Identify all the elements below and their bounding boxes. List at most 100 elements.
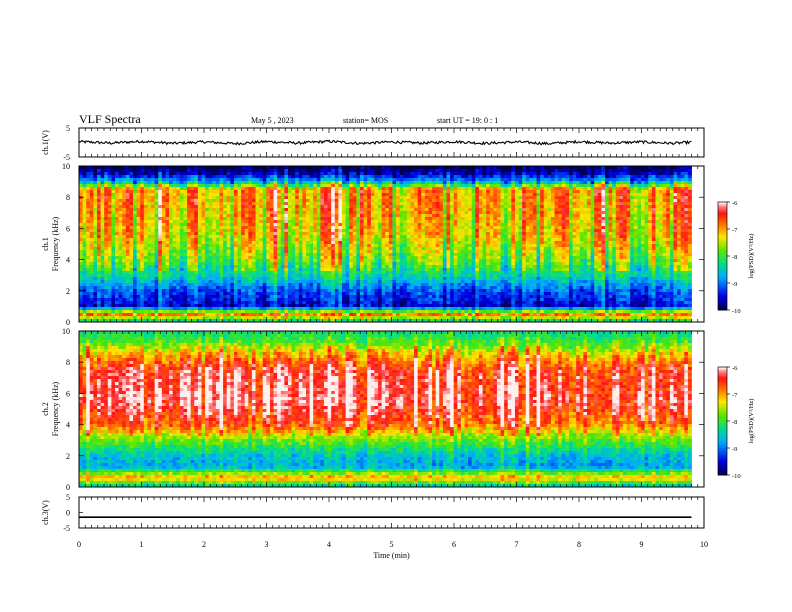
ch1-spectrogram-cell — [356, 304, 361, 308]
ch1-spectrogram-cell — [129, 253, 134, 257]
ch1-spectrogram-cell — [183, 268, 188, 272]
ch1-spectrogram-cell — [226, 196, 231, 200]
ch1-spectrogram-cell — [118, 313, 123, 317]
ch1-spectrogram-cell — [194, 268, 199, 272]
ch1-spectrogram-cell — [107, 193, 112, 197]
ch1-spectrogram-cell — [143, 247, 148, 251]
ch1-spectrogram-cell — [230, 292, 235, 296]
ch1-spectrogram-cell — [338, 310, 343, 314]
ch1-spectrogram-cell — [79, 202, 83, 206]
ch1-spectrogram-cell — [100, 196, 105, 200]
ch1-spectrogram-cell — [172, 268, 177, 272]
ch1-spectrogram-cell — [172, 244, 177, 248]
ch1-spectrogram-cell — [165, 265, 170, 269]
ch1-spectrogram-cell — [107, 172, 112, 176]
ch1-spectrogram-cell — [241, 274, 246, 278]
ch1-spectrogram-cell — [201, 241, 206, 245]
ch1-spectrogram-cell — [111, 199, 116, 203]
ch1-spectrogram-cell — [399, 310, 404, 314]
ch1-spectrogram-cell — [338, 283, 343, 287]
ch1-spectrogram-cell — [212, 196, 217, 200]
ch1-spectrogram-cell — [208, 259, 213, 263]
ch1-spectrogram-cell — [176, 169, 181, 173]
ch1-spectrogram-cell — [305, 262, 310, 266]
ch1-spectrogram-cell — [154, 259, 159, 263]
ch1-spectrogram-cell — [320, 262, 325, 266]
ch1-spectrogram-cell — [342, 202, 347, 206]
ch1-spectrogram-cell — [381, 289, 386, 293]
ch1-spectrogram-cell — [230, 301, 235, 305]
ch1-spectrogram-cell — [233, 268, 238, 272]
ch1-spectrogram-cell — [291, 274, 296, 278]
ch1-spectrogram-cell — [187, 253, 192, 257]
ch1-spectrogram-cell — [125, 223, 130, 227]
ch1-spectrogram-cell — [251, 229, 256, 233]
ch1-spectrogram-cell — [79, 220, 83, 224]
ch1-spectrogram-cell — [147, 223, 152, 227]
ch1-spectrogram-cell — [133, 172, 138, 176]
ch1-spectrogram-cell — [169, 286, 174, 290]
ch1-spectrogram-cell — [190, 238, 195, 242]
ch1-spectrogram-cell — [187, 262, 192, 266]
ch1-spectrogram-cell — [284, 319, 289, 323]
ch1-spectrogram-cell — [129, 232, 134, 236]
ch1-spectrogram-cell — [133, 181, 138, 185]
ch1-spectrogram-cell — [345, 223, 350, 227]
ch1-spectrogram-cell — [406, 211, 411, 215]
ch1-spectrogram-cell — [226, 223, 231, 227]
ch1-spectrogram-cell — [151, 187, 156, 191]
ch1-spectrogram-cell — [187, 256, 192, 260]
ch1-spectrogram-cell — [269, 199, 274, 203]
ch1-spectrogram-cell — [352, 283, 357, 287]
ch1-spectrogram-cell — [86, 283, 91, 287]
ch1-spectrogram-cell — [374, 280, 379, 284]
ch1-spectrogram-cell — [302, 190, 307, 194]
ch1-spectrogram-cell — [363, 169, 368, 173]
ch1-spectrogram-cell — [201, 310, 206, 314]
ch1-spectrogram-cell — [93, 268, 98, 272]
ch1-spectrogram-cell — [360, 250, 365, 254]
ch1-spectrogram-cell — [316, 256, 321, 260]
ch1-spectrogram-cell — [259, 316, 264, 320]
ch1-spectrogram-cell — [165, 253, 170, 257]
ch1-spectrogram-cell — [295, 301, 300, 305]
ch1-spectrogram-cell — [259, 217, 264, 221]
ch1-spectrogram-cell — [327, 187, 332, 191]
ch1-spectrogram-cell — [165, 244, 170, 248]
ch1-spectrogram-cell — [406, 190, 411, 194]
ch1-spectrogram-cell — [233, 190, 238, 194]
ch1-spectrogram-cell — [248, 166, 253, 170]
ch1-spectrogram-cell — [334, 253, 339, 257]
ch1-spectrogram-cell — [266, 244, 271, 248]
ch1-spectrogram-cell — [378, 280, 383, 284]
ch1-spectrogram-cell — [169, 220, 174, 224]
ch1-spectrogram-cell — [151, 250, 156, 254]
ch1-spectrogram-cell — [133, 253, 138, 257]
ch1-spectrogram-cell — [363, 271, 368, 275]
ch1-spectrogram-cell — [331, 172, 336, 176]
ch1-spectrogram-cell — [287, 316, 292, 320]
ch1-spectrogram-cell — [352, 181, 357, 185]
ch1-spectrogram-cell — [161, 241, 166, 245]
ch1-spectrogram-cell — [356, 238, 361, 242]
ch1-spectrogram-cell — [172, 247, 177, 251]
ch1-spectrogram-cell — [230, 172, 235, 176]
ch1-spectrogram-cell — [295, 223, 300, 227]
ch1-spectrogram-cell — [403, 286, 408, 290]
ch1-spectrogram-cell — [183, 256, 188, 260]
ch1-spectrogram-cell — [122, 247, 127, 251]
ch1-spectrogram-cell — [298, 241, 303, 245]
ch1-spectrogram-cell — [269, 286, 274, 290]
ch1-spectrogram-cell — [352, 169, 357, 173]
ch1-spectrogram-cell — [86, 298, 91, 302]
ch1-spectrogram-cell — [280, 253, 285, 257]
ch1-spectrogram-cell — [205, 241, 210, 245]
ch1-spectrogram-cell — [287, 301, 292, 305]
ch1-spectrogram-cell — [169, 181, 174, 185]
ch1-spectrogram-cell — [179, 235, 184, 239]
ch1-spectrogram-cell — [147, 295, 152, 299]
ch1-spectrogram-cell — [82, 301, 87, 305]
ch1-spectrogram-cell — [125, 205, 130, 209]
ch1-spectrogram-cell — [97, 289, 102, 293]
ch1-spectrogram-cell — [226, 298, 231, 302]
